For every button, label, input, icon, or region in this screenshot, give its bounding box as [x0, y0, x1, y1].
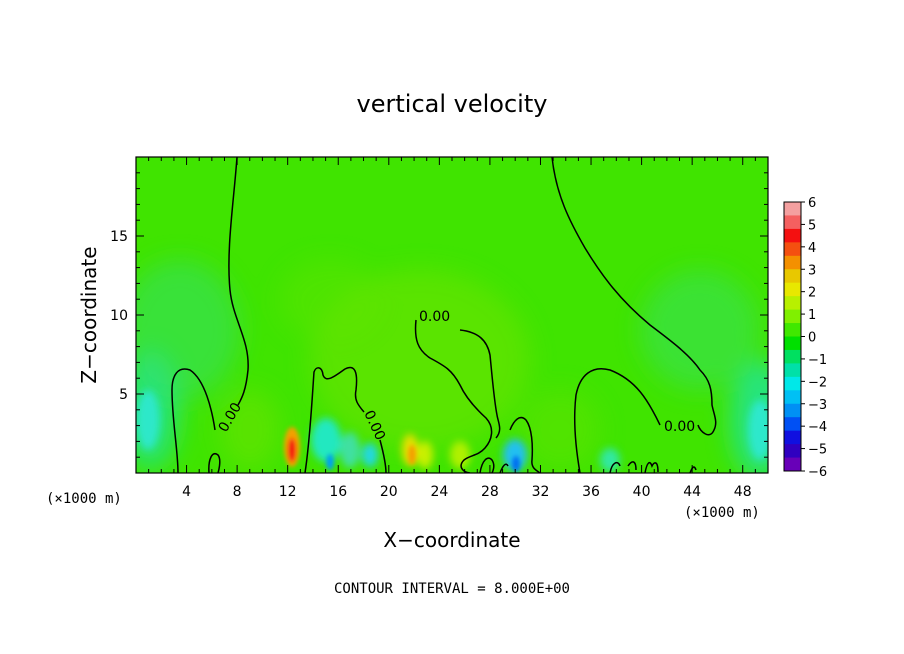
colorbar-swatch	[784, 336, 801, 351]
colorbar-tick-label: 2	[808, 286, 816, 301]
colorbar-swatch	[784, 390, 801, 405]
contour-label-2: 0.00	[664, 419, 695, 435]
contour-label-1: 0.00	[419, 309, 450, 325]
contour-line	[479, 457, 495, 473]
contour-line	[551, 157, 717, 436]
contour-line	[499, 463, 509, 473]
contour-line	[228, 157, 249, 406]
field-features	[136, 390, 768, 472]
contour-line	[609, 461, 659, 473]
x-unit-left: (×1000 m)	[46, 491, 122, 507]
x-tick-label: 36	[582, 484, 600, 500]
colorbar-tick-label: 1	[808, 308, 816, 323]
x-axis-label: X−coordinate	[383, 528, 520, 552]
colorbar-tick-label: 0	[808, 331, 816, 346]
colorbar-tick-label: 5	[808, 218, 816, 233]
colorbar-swatch	[784, 403, 801, 418]
x-tick-label: 32	[532, 484, 550, 500]
colorbar-tick-label: 4	[808, 241, 816, 256]
colorbar-swatch	[784, 363, 801, 378]
x-tick-label: 4	[182, 484, 191, 500]
colorbar-tick-label: −4	[808, 420, 827, 435]
y-axis-ticks: 5 10 15	[110, 172, 768, 458]
colorbar-swatch	[784, 309, 801, 324]
x-tick-label: 24	[430, 484, 448, 500]
contour-line	[459, 329, 501, 439]
x-tick-label: 8	[233, 484, 242, 500]
plot-area: 0.00 0.00 0.00 0.00	[136, 157, 768, 473]
x-tick-label: 20	[380, 484, 398, 500]
contour-line	[171, 368, 216, 473]
colorbar-swatch	[784, 202, 801, 216]
y-tick-label: 10	[110, 308, 128, 324]
colorbar-swatch	[784, 376, 801, 391]
colorbar-tick-label: −1	[808, 353, 827, 368]
colorbar-swatch	[784, 255, 801, 270]
colorbar-swatch	[784, 296, 801, 311]
x-tick-label: 28	[481, 484, 499, 500]
contour-line	[509, 416, 541, 473]
contour-line	[414, 319, 493, 473]
colorbar-tick-label: −6	[808, 465, 827, 480]
colorbar-swatch	[784, 269, 801, 284]
colorbar-swatch	[784, 444, 801, 459]
colorbar-tick-label: −5	[808, 443, 827, 458]
colorbar-swatch	[784, 215, 801, 230]
x-tick-label: 44	[683, 484, 701, 500]
x-axis-ticks: 4 8 12 16 20 24 28 32 36 40 44 48	[148, 157, 756, 500]
y-tick-label: 5	[119, 387, 128, 403]
colorbar-swatch	[784, 430, 801, 445]
y-tick-label: 15	[110, 229, 128, 245]
colorbar-swatch	[784, 349, 801, 364]
contour-line	[379, 439, 387, 473]
contour-line	[689, 466, 697, 473]
x-tick-label: 48	[734, 484, 752, 500]
x-tick-label: 40	[633, 484, 651, 500]
colorbar-tick-label: 6	[808, 196, 816, 211]
colorbar-swatch	[784, 282, 801, 297]
contour-line	[304, 366, 365, 473]
field-peaks	[284, 427, 520, 472]
colorbar-tick-label: −2	[808, 375, 827, 390]
contour-lines	[171, 157, 717, 473]
colorbar-tick-label: 3	[808, 263, 816, 278]
x-tick-label: 16	[329, 484, 347, 500]
x-tick-label: 12	[279, 484, 297, 500]
colorbar-swatch	[784, 457, 801, 472]
field-shading	[136, 260, 768, 473]
contour-line	[208, 453, 221, 473]
contour-line	[574, 368, 661, 473]
contour-interval-footer: CONTOUR INTERVAL = 8.000E+00	[334, 581, 570, 597]
chart-title: vertical velocity	[357, 90, 548, 118]
colorbar-swatch	[784, 242, 801, 257]
y-axis-label: Z−coordinate	[77, 246, 101, 383]
colorbar-swatch	[784, 417, 801, 432]
colorbar-swatch	[784, 228, 801, 243]
colorbar-tick-label: −3	[808, 398, 827, 413]
x-unit-right: (×1000 m)	[684, 505, 760, 521]
colorbar: 6 5 4 3 2 1 0 −1 −2 −3 −4 −5 −6	[783, 196, 827, 480]
colorbar-swatch	[784, 323, 801, 337]
